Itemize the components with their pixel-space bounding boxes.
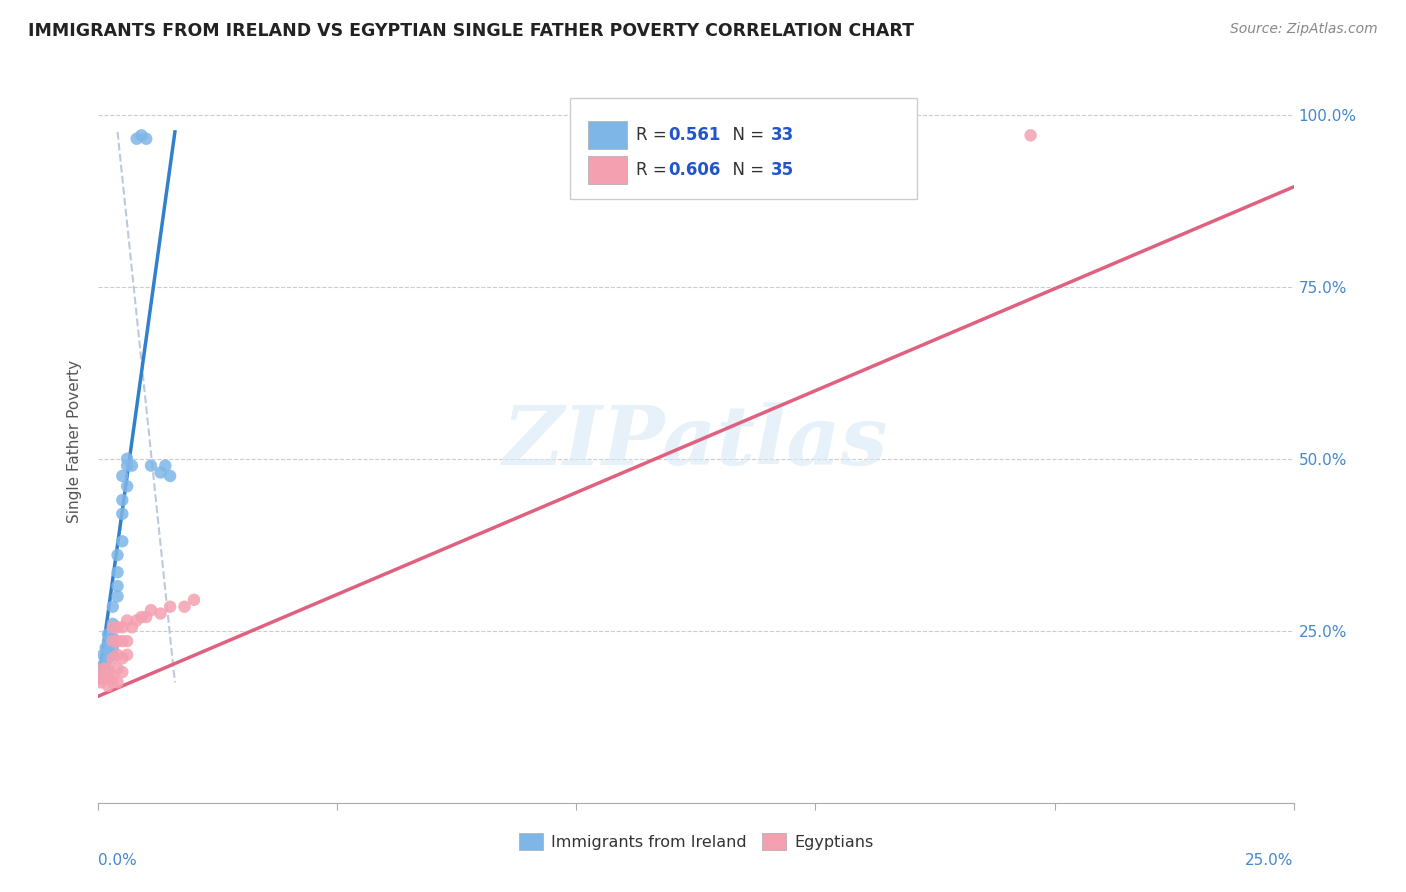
Point bbox=[115, 451, 138, 466]
Point bbox=[139, 603, 162, 617]
Point bbox=[125, 614, 148, 628]
Point bbox=[111, 651, 134, 665]
Point bbox=[131, 128, 153, 143]
Point bbox=[149, 466, 172, 480]
Point bbox=[183, 592, 205, 607]
Point bbox=[97, 679, 120, 693]
Point bbox=[107, 620, 129, 634]
Point bbox=[91, 668, 114, 682]
Point bbox=[90, 675, 112, 690]
Point bbox=[101, 648, 124, 662]
Point bbox=[101, 631, 124, 645]
Point bbox=[111, 493, 134, 508]
Point bbox=[111, 620, 134, 634]
Point bbox=[97, 634, 120, 648]
Point bbox=[125, 132, 148, 146]
Text: 0.0%: 0.0% bbox=[98, 854, 138, 869]
Point bbox=[101, 634, 124, 648]
Point bbox=[131, 610, 153, 624]
Point bbox=[101, 651, 124, 665]
Point bbox=[101, 620, 124, 634]
FancyBboxPatch shape bbox=[589, 156, 627, 184]
Y-axis label: Single Father Poverty: Single Father Poverty bbox=[67, 360, 83, 523]
Text: 0.561: 0.561 bbox=[668, 126, 721, 145]
Point bbox=[107, 634, 129, 648]
Point bbox=[1019, 128, 1042, 143]
Point bbox=[107, 548, 129, 562]
Point bbox=[159, 599, 181, 614]
Text: N =: N = bbox=[723, 126, 769, 145]
Point bbox=[107, 579, 129, 593]
Point bbox=[101, 668, 124, 682]
Text: R =: R = bbox=[637, 161, 672, 179]
FancyBboxPatch shape bbox=[571, 98, 917, 200]
Point bbox=[115, 648, 138, 662]
Point bbox=[139, 458, 162, 473]
Point bbox=[135, 132, 157, 146]
Point bbox=[101, 599, 124, 614]
Point bbox=[90, 662, 112, 676]
Text: 33: 33 bbox=[772, 126, 794, 145]
Text: Source: ZipAtlas.com: Source: ZipAtlas.com bbox=[1230, 22, 1378, 37]
Point bbox=[97, 644, 120, 658]
Point bbox=[135, 610, 157, 624]
Point bbox=[149, 607, 172, 621]
Point bbox=[91, 662, 114, 676]
Point bbox=[115, 479, 138, 493]
Text: R =: R = bbox=[637, 126, 672, 145]
Text: 0.606: 0.606 bbox=[668, 161, 721, 179]
Point bbox=[107, 662, 129, 676]
Point bbox=[107, 590, 129, 604]
Point bbox=[115, 634, 138, 648]
Point bbox=[94, 640, 117, 655]
Text: 25.0%: 25.0% bbox=[1246, 854, 1294, 869]
Text: 35: 35 bbox=[772, 161, 794, 179]
Legend: Immigrants from Ireland, Egyptians: Immigrants from Ireland, Egyptians bbox=[512, 827, 880, 856]
Point bbox=[155, 458, 177, 473]
Point bbox=[91, 648, 114, 662]
Point bbox=[97, 651, 120, 665]
Point bbox=[97, 668, 120, 682]
Text: IMMIGRANTS FROM IRELAND VS EGYPTIAN SINGLE FATHER POVERTY CORRELATION CHART: IMMIGRANTS FROM IRELAND VS EGYPTIAN SING… bbox=[28, 22, 914, 40]
Point bbox=[91, 658, 114, 673]
Point bbox=[111, 665, 134, 679]
Point bbox=[121, 620, 143, 634]
Point bbox=[107, 566, 129, 580]
Point bbox=[111, 634, 134, 648]
Point bbox=[159, 469, 181, 483]
Point bbox=[111, 469, 134, 483]
Point bbox=[107, 675, 129, 690]
Point bbox=[91, 672, 114, 686]
Point bbox=[94, 672, 117, 686]
Point bbox=[101, 640, 124, 655]
Point bbox=[101, 675, 124, 690]
Point bbox=[115, 614, 138, 628]
Point bbox=[107, 648, 129, 662]
Point bbox=[173, 599, 195, 614]
Text: N =: N = bbox=[723, 161, 769, 179]
Point bbox=[101, 616, 124, 631]
Point bbox=[121, 458, 143, 473]
Point bbox=[94, 662, 117, 676]
Point bbox=[111, 534, 134, 549]
Point bbox=[97, 627, 120, 641]
Point bbox=[97, 662, 120, 676]
Point bbox=[115, 458, 138, 473]
Text: ZIPatlas: ZIPatlas bbox=[503, 401, 889, 482]
Point bbox=[111, 507, 134, 521]
FancyBboxPatch shape bbox=[589, 121, 627, 149]
